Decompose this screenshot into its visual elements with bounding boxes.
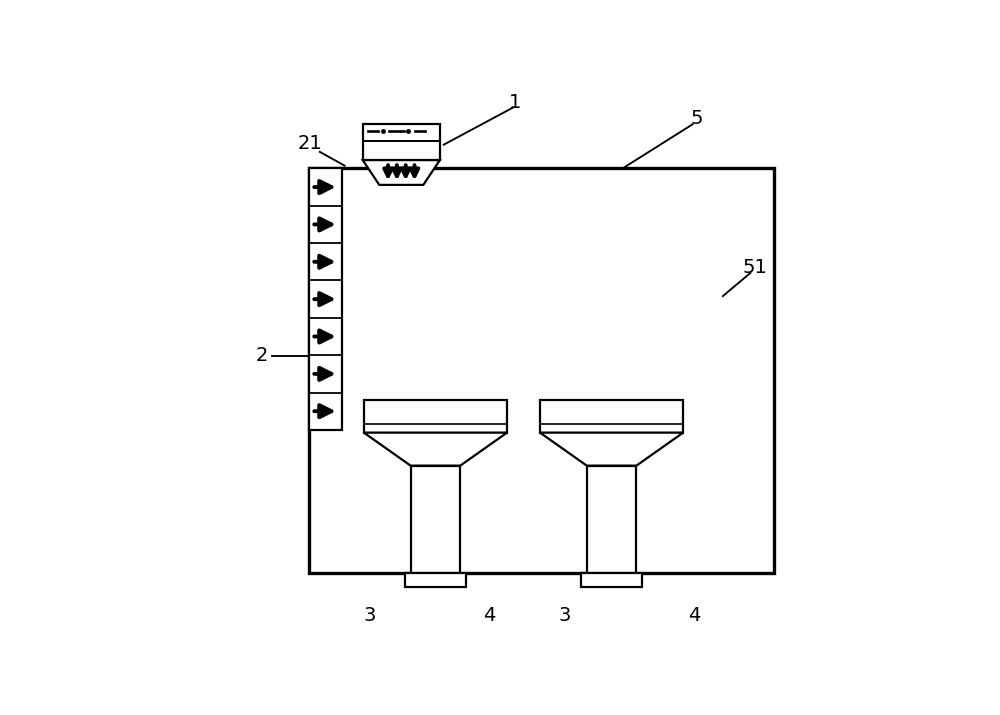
Text: 3: 3 bbox=[559, 606, 571, 625]
Text: 2: 2 bbox=[256, 346, 268, 365]
Bar bbox=[581, 573, 642, 587]
Bar bbox=[587, 465, 636, 573]
Bar bbox=[540, 400, 683, 433]
Bar bbox=[405, 573, 466, 587]
Bar bbox=[411, 465, 460, 573]
Text: 5: 5 bbox=[691, 109, 703, 128]
Bar bbox=[309, 168, 342, 430]
Text: 3: 3 bbox=[363, 606, 376, 625]
Text: 1: 1 bbox=[509, 93, 521, 112]
Bar bbox=[363, 124, 440, 160]
Polygon shape bbox=[540, 433, 683, 465]
Text: 21: 21 bbox=[298, 134, 322, 153]
Polygon shape bbox=[364, 433, 507, 465]
Text: 4: 4 bbox=[688, 606, 700, 625]
Polygon shape bbox=[363, 160, 440, 185]
Bar bbox=[364, 400, 507, 433]
Text: 4: 4 bbox=[483, 606, 496, 625]
Bar bbox=[309, 168, 774, 573]
Text: 51: 51 bbox=[742, 258, 767, 277]
